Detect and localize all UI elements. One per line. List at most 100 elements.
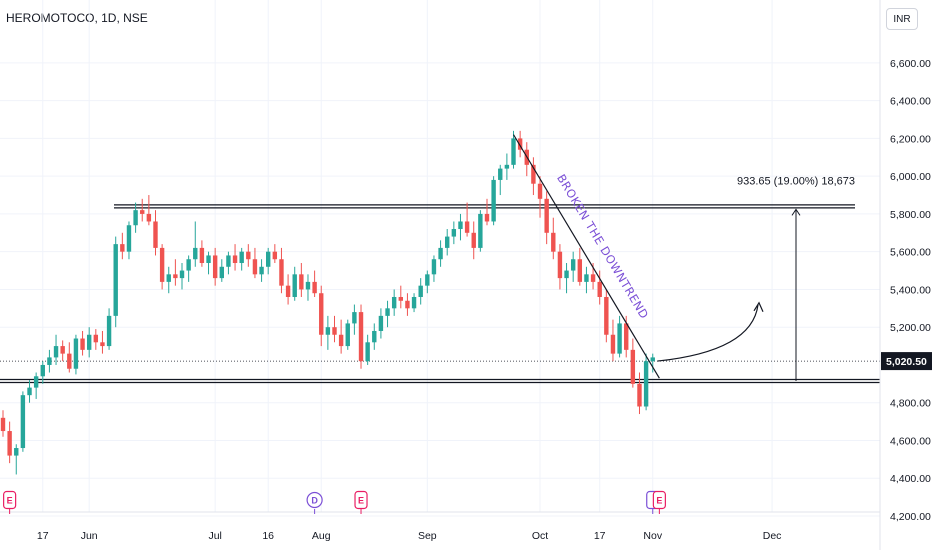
candle-body <box>630 349 636 384</box>
candle-body <box>358 312 364 362</box>
x-tick-label: 17 <box>594 530 606 542</box>
candle-body <box>232 255 238 264</box>
candle-body <box>27 387 32 396</box>
candle-body <box>431 259 437 275</box>
grid <box>0 0 880 517</box>
candle-body <box>292 274 297 297</box>
y-tick-label: 6,600.00 <box>890 58 931 70</box>
horizontal-levels <box>0 204 880 384</box>
downtrend-line <box>512 134 660 379</box>
candle-body <box>93 334 99 343</box>
trendline-label: BROKEN THE DOWNTREND <box>554 172 651 322</box>
candle-body <box>113 244 118 316</box>
event-letter: E <box>7 496 13 506</box>
event-badge <box>3 490 17 510</box>
candle-body <box>199 247 205 264</box>
candle-body <box>0 417 6 432</box>
candle-body <box>570 259 576 271</box>
candle-body <box>279 259 284 286</box>
candle-body <box>73 338 79 369</box>
candle-body <box>617 323 622 354</box>
last-price-badge <box>881 352 932 371</box>
candle-body <box>405 300 410 309</box>
candle-body <box>126 225 132 252</box>
x-tick-label: Aug <box>312 530 331 542</box>
candle-body <box>517 138 523 150</box>
currency-button[interactable]: INR <box>886 8 918 30</box>
candle-body <box>86 334 92 350</box>
candle-body <box>299 274 304 290</box>
candle-body <box>40 364 45 377</box>
candle-body <box>584 274 589 282</box>
candle-body <box>53 346 59 358</box>
projection-arrowhead <box>753 301 764 313</box>
candle-body <box>206 255 211 264</box>
x-tick-label: Jun <box>81 530 98 542</box>
candle-body <box>285 285 291 297</box>
candle-body <box>643 361 649 407</box>
candle-body <box>650 357 655 362</box>
candle-body <box>212 255 218 279</box>
candle-body <box>332 327 337 335</box>
x-tick-label: 16 <box>262 530 274 542</box>
candle-body <box>352 312 357 324</box>
candle-body <box>100 342 105 347</box>
projection-arrow <box>657 304 759 362</box>
candle-body <box>20 395 26 449</box>
candle-body <box>491 179 496 222</box>
y-axis: 6,600.00 6,400.00 6,200.00 6,000.00 5,800.00… <box>879 0 932 550</box>
candle-body <box>193 247 198 260</box>
candle-body <box>537 183 543 199</box>
event-marker: E <box>3 490 17 514</box>
candle-body <box>159 247 165 282</box>
x-tick-label: Nov <box>643 530 662 542</box>
candle-body <box>246 251 251 260</box>
x-axis: 17 Jun Jul 16 Aug Sep Oct 17 Nov Dec <box>0 511 880 542</box>
candle-body <box>624 323 629 350</box>
candle-body <box>259 266 264 275</box>
candle-body <box>418 285 423 297</box>
candle-body <box>239 251 244 264</box>
candle-body <box>557 251 563 279</box>
candle-body <box>67 353 72 369</box>
x-tick-label: 17 <box>37 530 49 542</box>
candle-body <box>544 198 549 233</box>
candle-body <box>398 296 403 301</box>
candle-body <box>590 274 596 282</box>
chart-symbol-title[interactable]: HEROMOTOCO, 1D, NSE <box>4 10 150 26</box>
y-tick-label: 6,200.00 <box>890 133 931 145</box>
candle-body <box>372 330 377 343</box>
candle-body <box>106 315 112 347</box>
candle-body <box>7 431 12 456</box>
y-tick-label: 4,600.00 <box>890 435 931 447</box>
candles <box>0 130 655 475</box>
event-badge <box>652 490 666 510</box>
y-tick-label: 4,400.00 <box>890 473 931 485</box>
x-tick-label: Sep <box>418 530 437 542</box>
event-badge <box>306 491 323 509</box>
candle-body <box>60 346 65 354</box>
candle-body <box>484 213 490 222</box>
candle-body <box>604 296 609 335</box>
event-marker: D <box>306 491 323 514</box>
candle-body <box>226 255 231 267</box>
x-tick-label: Dec <box>763 530 782 542</box>
drawings: BROKEN THE DOWNTREND 933.65 (19.00%) 18,6… <box>512 134 855 382</box>
candle-body <box>47 357 52 365</box>
candle-body <box>425 274 430 286</box>
x-tick-label: Oct <box>532 530 548 542</box>
measure-label: 933.65 (19.00%) 18,673 <box>737 175 855 187</box>
candle-body <box>166 274 171 282</box>
candle-body <box>451 229 457 237</box>
candle-body <box>385 308 390 316</box>
candle-body <box>179 270 185 279</box>
event-letter: D <box>311 496 318 506</box>
candle-body <box>186 259 191 271</box>
candle-body <box>458 221 463 230</box>
candle-body <box>471 232 476 248</box>
candle-body <box>391 296 397 309</box>
candle-body <box>345 323 350 347</box>
event-marker: E <box>652 490 666 514</box>
